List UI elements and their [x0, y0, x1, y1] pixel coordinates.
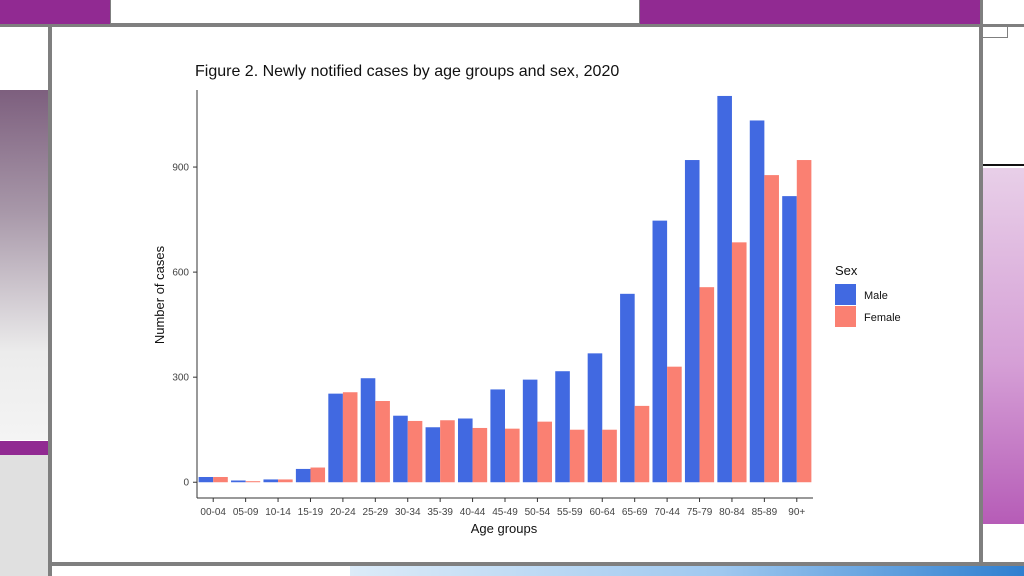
bar-female-90+	[796, 160, 812, 483]
legend: Sex Male Female	[835, 263, 901, 327]
bar-female-70-44	[667, 366, 682, 483]
x-tick-label: 85-89	[752, 507, 778, 518]
bar-male-65-69	[620, 293, 635, 483]
legend-label-female: Female	[864, 312, 901, 324]
y-tick-label: 600	[172, 268, 189, 279]
x-tick-label: 35-39	[427, 507, 453, 518]
x-tick-label: 20-24	[330, 507, 356, 518]
y-tick-label: 0	[183, 478, 189, 489]
x-tick-label: 90+	[788, 507, 805, 518]
bar-female-30-34	[407, 420, 423, 483]
legend-label-male: Male	[864, 290, 888, 302]
x-tick-label: 15-19	[298, 507, 324, 518]
x-tick-label: 70-44	[654, 507, 680, 518]
bar-male-00-04	[198, 476, 214, 483]
bar-male-90+	[782, 196, 797, 483]
bar-male-50-54	[522, 379, 538, 483]
x-tick-label: 45-49	[492, 507, 518, 518]
bar-female-85-89	[764, 175, 779, 483]
x-tick-label: 60-64	[589, 507, 615, 518]
legend-swatch-female	[835, 306, 856, 327]
x-tick-label: 75-79	[687, 507, 713, 518]
bar-male-05-09	[231, 480, 246, 483]
legend-title: Sex	[835, 263, 858, 278]
x-tick-label: 30-34	[395, 507, 421, 518]
x-tick-label: 00-04	[200, 507, 226, 518]
bar-male-25-29	[360, 378, 376, 483]
bottom-blue-gradient	[350, 566, 1024, 576]
left-purple-stripe	[0, 441, 48, 455]
bar-female-05-09	[245, 481, 261, 483]
x-tick-label: 50-54	[525, 507, 551, 518]
x-tick-label: 25-29	[363, 507, 389, 518]
legend-swatch-male	[835, 284, 856, 305]
frame-bar-left	[48, 24, 52, 576]
frame-bar-bottom	[0, 562, 1024, 566]
x-tick-label: 10-14	[265, 507, 291, 518]
right-black-line	[983, 164, 1024, 166]
x-tick-label: 05-09	[233, 507, 259, 518]
bar-female-15-19	[310, 467, 326, 483]
x-axis-title: Age groups	[471, 521, 538, 536]
x-tick-label: 55-59	[557, 507, 583, 518]
bar-male-45-49	[490, 389, 505, 483]
bar-female-40-44	[472, 427, 488, 483]
bar-female-45-49	[505, 428, 520, 483]
bar-male-10-14	[263, 479, 279, 483]
bar-male-55-59	[555, 371, 570, 483]
bar-female-65-69	[634, 405, 650, 483]
bar-male-30-34	[393, 415, 408, 483]
bar-male-15-19	[295, 468, 311, 483]
y-axis-title: Number of cases	[152, 245, 167, 344]
chart-title: Figure 2. Newly notified cases by age gr…	[195, 63, 620, 80]
bar-male-80-84	[717, 95, 732, 483]
bar-female-50-54	[537, 421, 553, 483]
bar-female-60-64	[602, 429, 617, 483]
bar-female-80-84	[731, 242, 747, 483]
y-tick-label: 300	[172, 373, 189, 384]
bar-male-60-64	[587, 353, 603, 483]
purple-block-top-left	[0, 0, 110, 24]
y-tick-label: 900	[172, 163, 189, 174]
bar-female-20-24	[342, 392, 358, 483]
bar-male-75-79	[684, 160, 700, 483]
bar-male-40-44	[457, 418, 473, 483]
x-tick-label: 40-44	[460, 507, 486, 518]
bar-female-55-59	[569, 429, 585, 483]
x-tick-label: 65-69	[622, 507, 648, 518]
bar-female-35-39	[440, 420, 455, 483]
left-gray-block	[0, 455, 48, 576]
bar-male-70-44	[652, 220, 668, 483]
right-pink-gradient-strip	[983, 168, 1024, 524]
bar-female-10-14	[278, 479, 293, 483]
bar-male-20-24	[328, 393, 343, 483]
frame-bar-top	[0, 24, 1024, 27]
bar-male-35-39	[425, 427, 441, 483]
bar-male-85-89	[749, 120, 765, 483]
purple-block-top-right	[640, 0, 980, 24]
bar-female-00-04	[213, 476, 228, 483]
bar-female-25-29	[375, 400, 390, 483]
x-tick-label: 80-84	[719, 507, 745, 518]
frame-bar-right	[979, 0, 983, 566]
left-gradient-strip	[0, 90, 48, 440]
bar-female-75-79	[699, 287, 715, 483]
outline-box-top-left	[110, 0, 640, 24]
